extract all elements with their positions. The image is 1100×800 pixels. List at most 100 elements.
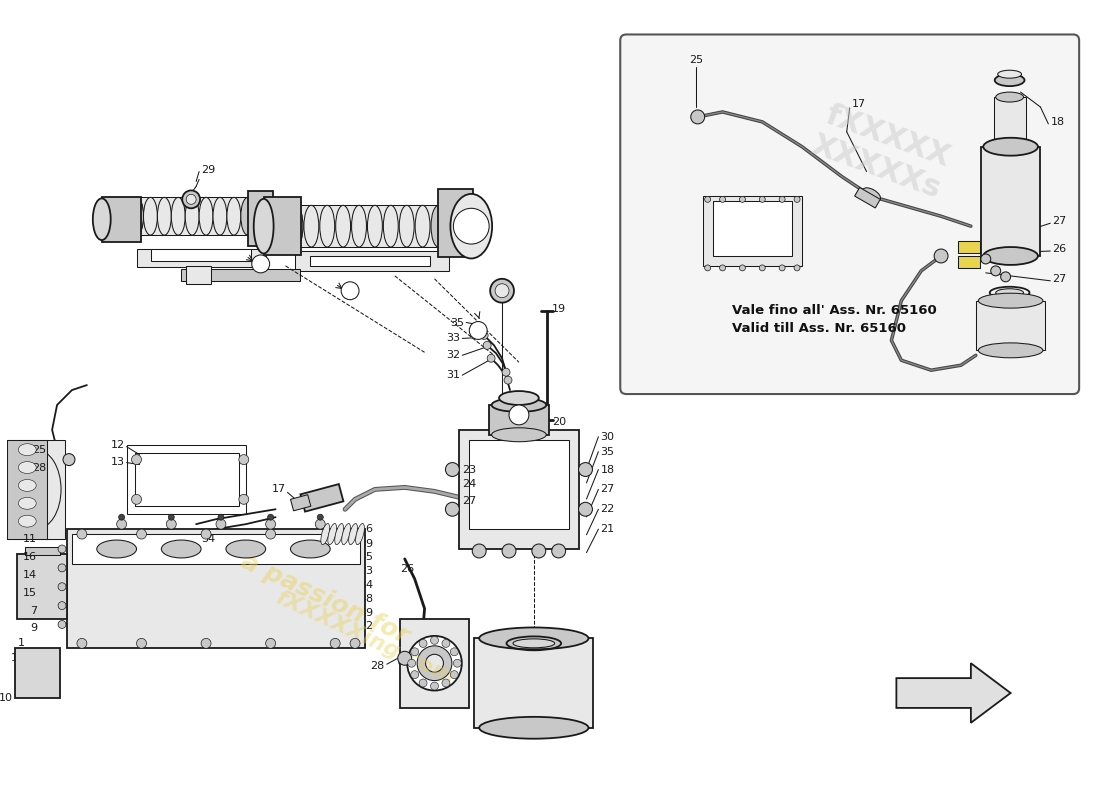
Ellipse shape — [492, 398, 547, 412]
Bar — [958, 256, 980, 268]
Text: fXXXXXing.com: fXXXXXing.com — [273, 588, 458, 689]
Circle shape — [719, 265, 726, 271]
Bar — [976, 301, 1045, 350]
Circle shape — [239, 494, 249, 504]
Bar — [134, 453, 239, 506]
Circle shape — [691, 110, 705, 124]
Circle shape — [58, 602, 66, 610]
Text: 4: 4 — [365, 580, 372, 590]
Circle shape — [330, 529, 340, 539]
Ellipse shape — [367, 206, 383, 247]
Text: 35: 35 — [450, 318, 464, 327]
Circle shape — [481, 331, 488, 339]
Circle shape — [487, 354, 495, 362]
Circle shape — [430, 636, 439, 644]
Text: 6: 6 — [365, 524, 372, 534]
Bar — [18, 554, 67, 618]
Circle shape — [719, 196, 726, 202]
Bar — [439, 190, 473, 257]
Ellipse shape — [254, 199, 274, 254]
Text: 3: 3 — [365, 566, 372, 576]
Circle shape — [119, 514, 124, 520]
Circle shape — [453, 208, 490, 244]
Ellipse shape — [492, 428, 547, 442]
Ellipse shape — [11, 450, 60, 529]
Circle shape — [442, 639, 450, 647]
Circle shape — [502, 368, 510, 376]
Circle shape — [132, 454, 142, 465]
Circle shape — [77, 529, 87, 539]
Circle shape — [63, 454, 75, 466]
Circle shape — [266, 519, 276, 529]
Ellipse shape — [417, 646, 452, 681]
Text: 23: 23 — [462, 465, 476, 474]
Circle shape — [183, 190, 200, 208]
Bar — [72, 534, 360, 564]
Bar — [136, 249, 266, 267]
Ellipse shape — [226, 540, 266, 558]
Circle shape — [495, 284, 509, 298]
Text: 25: 25 — [689, 55, 703, 66]
Circle shape — [267, 514, 274, 520]
Circle shape — [168, 514, 174, 520]
Ellipse shape — [304, 206, 319, 247]
Bar — [136, 198, 248, 235]
Ellipse shape — [172, 198, 185, 235]
Circle shape — [252, 255, 270, 273]
Bar — [490, 405, 549, 434]
Ellipse shape — [352, 206, 366, 247]
Circle shape — [330, 638, 340, 648]
Circle shape — [77, 638, 87, 648]
Ellipse shape — [199, 198, 213, 235]
Ellipse shape — [399, 206, 414, 247]
Bar — [300, 484, 343, 512]
Circle shape — [201, 638, 211, 648]
Ellipse shape — [290, 540, 330, 558]
Text: 28: 28 — [371, 661, 385, 671]
Circle shape — [419, 639, 427, 647]
Text: 33: 33 — [520, 403, 534, 413]
Circle shape — [350, 638, 360, 648]
Text: 9: 9 — [365, 607, 372, 618]
Bar — [713, 202, 792, 256]
Circle shape — [450, 670, 459, 678]
Circle shape — [266, 529, 276, 539]
Bar — [296, 251, 450, 271]
Ellipse shape — [334, 523, 343, 545]
Text: 16: 16 — [23, 552, 37, 562]
Bar — [296, 206, 439, 247]
Ellipse shape — [415, 206, 430, 247]
Circle shape — [266, 638, 276, 648]
Circle shape — [398, 651, 411, 666]
Bar — [958, 241, 980, 253]
Bar — [310, 256, 429, 266]
Circle shape — [483, 342, 491, 350]
Text: 24: 24 — [462, 479, 476, 490]
Bar — [703, 196, 802, 266]
Text: 27: 27 — [601, 484, 615, 494]
Circle shape — [1001, 272, 1011, 282]
Circle shape — [509, 405, 529, 425]
Polygon shape — [896, 663, 1011, 723]
Ellipse shape — [328, 523, 337, 545]
Ellipse shape — [862, 188, 880, 201]
Circle shape — [186, 194, 196, 204]
Circle shape — [419, 679, 427, 687]
Ellipse shape — [407, 636, 462, 690]
Circle shape — [410, 670, 419, 678]
Circle shape — [58, 621, 66, 629]
Circle shape — [166, 519, 176, 529]
Circle shape — [317, 514, 323, 520]
Text: B: B — [475, 326, 481, 335]
Text: 22: 22 — [601, 504, 615, 514]
Text: 31: 31 — [447, 370, 460, 380]
Circle shape — [216, 519, 225, 529]
Circle shape — [446, 502, 460, 516]
Bar — [182, 269, 300, 281]
Circle shape — [453, 659, 461, 667]
Bar — [248, 191, 273, 246]
Text: 33: 33 — [447, 334, 460, 343]
Bar — [470, 440, 569, 529]
Text: 9: 9 — [30, 623, 37, 634]
Bar — [264, 198, 301, 255]
